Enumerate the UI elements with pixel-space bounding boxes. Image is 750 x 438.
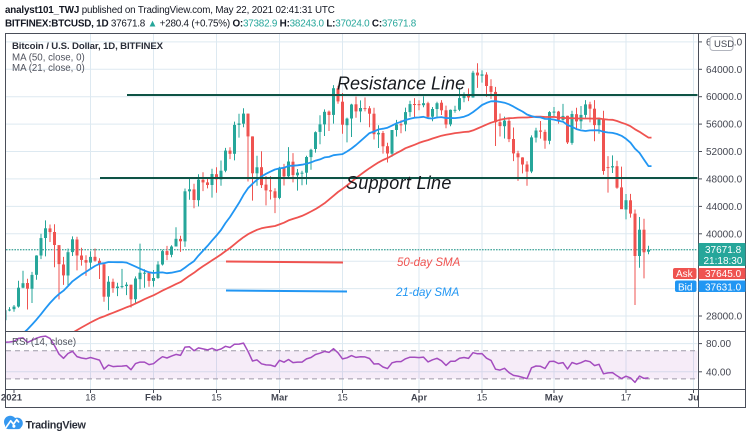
svg-text:37631.0: 37631.0	[705, 283, 742, 294]
svg-text:18: 18	[85, 393, 96, 404]
svg-text:80.00: 80.00	[706, 339, 731, 350]
svg-text:Support Line: Support Line	[346, 173, 452, 193]
svg-text:MA (21, close, 0): MA (21, close, 0)	[12, 63, 85, 74]
svg-text:37671.8: 37671.8	[705, 245, 742, 256]
svg-text:60000.0: 60000.0	[706, 92, 743, 103]
svg-text:BITFINEX:BTCUSD, 1D 37671.8 ▲: BITFINEX:BTCUSD, 1D 37671.8 ▲ +280.4 (+0…	[5, 19, 417, 30]
svg-text:Feb: Feb	[145, 393, 162, 404]
svg-text:2021: 2021	[1, 393, 23, 404]
svg-text:17: 17	[621, 393, 632, 404]
svg-text:21-day SMA: 21-day SMA	[395, 287, 460, 299]
svg-text:analyst101_TWJ published on Tr: analyst101_TWJ published on TradingView.…	[5, 5, 335, 16]
svg-text:21:18:30: 21:18:30	[704, 256, 743, 267]
svg-text:Resistance Line: Resistance Line	[337, 74, 465, 94]
svg-text:44000.0: 44000.0	[706, 202, 743, 213]
svg-text:48000.0: 48000.0	[706, 174, 743, 185]
svg-text:40000.0: 40000.0	[706, 229, 743, 240]
svg-text:Bitcoin / U.S. Dollar, 1D, BIT: Bitcoin / U.S. Dollar, 1D, BITFINEX	[12, 41, 164, 52]
svg-text:TradingView: TradingView	[26, 420, 87, 432]
svg-text:Ask: Ask	[676, 269, 694, 280]
svg-text:40.00: 40.00	[706, 367, 731, 378]
svg-text:Mar: Mar	[271, 393, 288, 404]
svg-text:Ju: Ju	[688, 393, 699, 404]
svg-text:28000.0: 28000.0	[706, 312, 743, 323]
svg-text:15: 15	[211, 393, 222, 404]
svg-text:May: May	[545, 393, 564, 404]
svg-text:USD: USD	[714, 39, 734, 50]
svg-text:56000.0: 56000.0	[706, 120, 743, 131]
svg-text:64000.0: 64000.0	[706, 65, 743, 76]
svg-text:50-day SMA: 50-day SMA	[397, 257, 461, 269]
svg-text:Bid: Bid	[678, 283, 692, 294]
svg-text:15: 15	[477, 393, 488, 404]
svg-text:52000.0: 52000.0	[706, 147, 743, 158]
svg-text:RSI (14, close): RSI (14, close)	[12, 337, 76, 348]
svg-text:MA (50, close, 0): MA (50, close, 0)	[12, 53, 85, 64]
svg-text:37645.0: 37645.0	[705, 269, 742, 280]
svg-text:15: 15	[337, 393, 348, 404]
svg-text:Apr: Apr	[411, 393, 428, 404]
